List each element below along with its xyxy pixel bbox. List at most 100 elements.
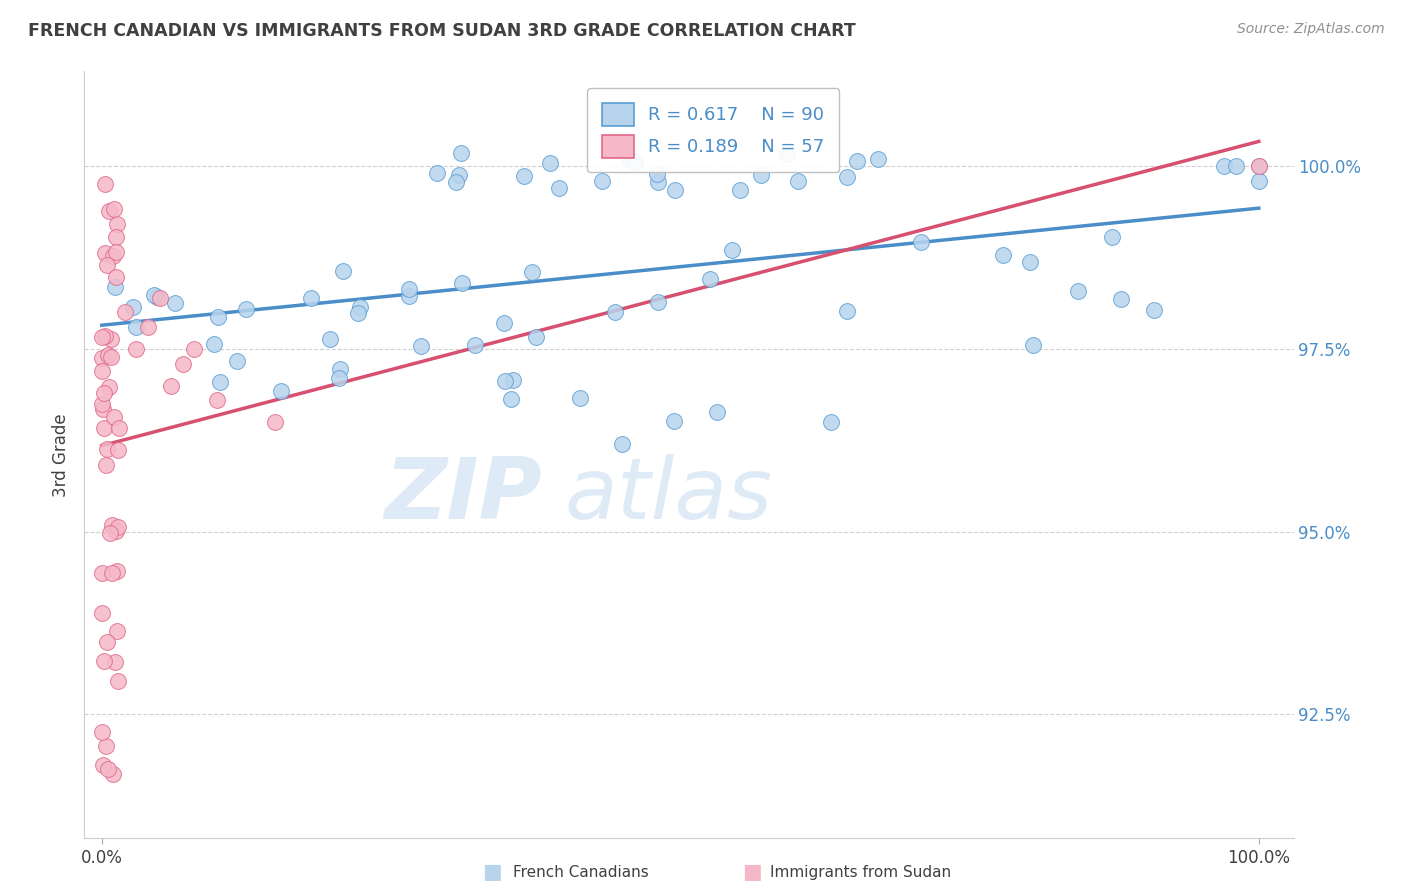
Point (122, 300, 145, 314)
Point (91, 606, 114, 620)
Point (349, 300, 371, 314)
Point (868, 152, 890, 166)
Point (143, 288, 166, 302)
Point (495, 374, 517, 388)
Point (101, 517, 124, 532)
Point (548, 181, 571, 195)
Point (319, 332, 342, 346)
Point (125, 342, 148, 356)
Point (664, 183, 686, 197)
Point (450, 146, 472, 161)
Point (845, 153, 868, 168)
Point (103, 409, 125, 424)
Point (96, 739, 118, 754)
Point (647, 294, 669, 309)
Point (569, 391, 592, 405)
Point (100, 351, 122, 365)
Point (107, 442, 129, 457)
Text: ■: ■ (482, 863, 502, 882)
Point (1225, 159, 1247, 173)
Point (107, 674, 129, 689)
Point (100, 332, 122, 346)
Point (93, 654, 115, 668)
Point (426, 166, 449, 180)
Point (513, 169, 536, 183)
Point (105, 229, 128, 244)
Point (104, 269, 127, 284)
Point (835, 304, 858, 318)
Point (98, 525, 121, 540)
Point (662, 414, 685, 428)
Point (105, 624, 128, 639)
Point (91, 757, 114, 772)
Point (145, 290, 167, 304)
Point (226, 354, 249, 368)
Point (264, 415, 287, 429)
Point (820, 415, 842, 429)
Point (90, 566, 112, 581)
Point (464, 338, 486, 352)
Text: Source: ZipAtlas.com: Source: ZipAtlas.com (1237, 22, 1385, 37)
Point (502, 373, 524, 387)
Point (96, 258, 118, 272)
Point (786, 173, 808, 187)
Point (494, 316, 516, 330)
Point (699, 272, 721, 286)
Point (90, 330, 112, 344)
Point (749, 168, 772, 182)
Point (209, 375, 232, 389)
Point (202, 336, 225, 351)
Point (105, 564, 128, 578)
Point (1247, 174, 1270, 188)
Point (96, 635, 118, 649)
Point (97, 348, 120, 362)
Point (136, 320, 159, 334)
Point (105, 524, 128, 538)
Text: French Canadians: French Canadians (513, 865, 650, 880)
Point (93, 386, 115, 401)
Point (451, 276, 474, 290)
Point (1109, 292, 1132, 306)
Point (835, 170, 858, 185)
Text: FRENCH CANADIAN VS IMMIGRANTS FROM SUDAN 3RD GRADE CORRELATION CHART: FRENCH CANADIAN VS IMMIGRANTS FROM SUDAN… (28, 22, 856, 40)
Point (499, 392, 522, 406)
Point (107, 519, 129, 533)
Point (329, 362, 352, 376)
Point (270, 384, 292, 398)
Point (91, 396, 114, 410)
Point (104, 279, 127, 293)
Point (101, 566, 124, 580)
Point (103, 202, 125, 217)
Point (94, 458, 117, 473)
Point (776, 147, 799, 161)
Point (107, 217, 129, 231)
Point (93, 421, 115, 435)
Point (235, 301, 257, 316)
Point (299, 291, 322, 305)
Point (347, 306, 370, 320)
Point (108, 421, 131, 435)
Text: ■: ■ (742, 863, 762, 882)
Point (93, 328, 115, 343)
Point (1213, 159, 1236, 173)
Point (624, 154, 647, 169)
Point (94, 246, 117, 260)
Point (728, 183, 751, 197)
Point (617, 152, 640, 166)
Point (98, 204, 121, 219)
Point (409, 339, 432, 353)
Point (332, 264, 354, 278)
Point (98, 380, 121, 394)
Point (706, 405, 728, 419)
Point (91, 351, 114, 366)
Point (1066, 284, 1088, 298)
Text: ZIP: ZIP (384, 454, 541, 537)
Point (447, 168, 470, 182)
Point (538, 156, 561, 170)
Point (398, 289, 420, 303)
Point (97, 762, 120, 776)
Point (603, 305, 626, 319)
Point (103, 249, 125, 263)
Point (114, 305, 136, 319)
Legend: R = 0.617    N = 90, R = 0.189    N = 57: R = 0.617 N = 90, R = 0.189 N = 57 (588, 88, 839, 172)
